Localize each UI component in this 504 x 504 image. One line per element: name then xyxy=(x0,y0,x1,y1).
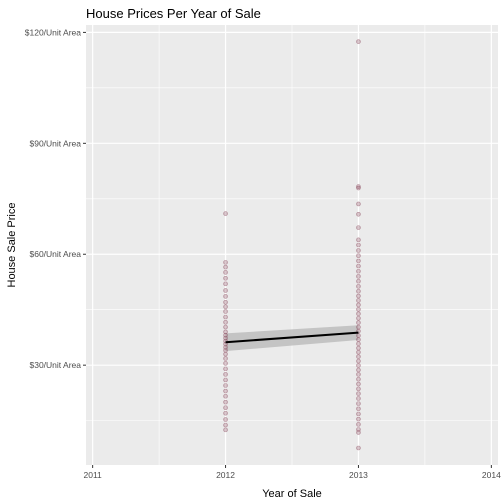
data-point xyxy=(224,423,228,427)
data-point xyxy=(356,382,360,386)
data-point xyxy=(356,359,360,363)
data-point xyxy=(356,289,360,293)
data-point xyxy=(356,312,360,316)
data-point xyxy=(356,334,360,338)
data-point xyxy=(356,372,360,376)
data-point xyxy=(356,422,360,426)
x-axis-title: Year of Sale xyxy=(262,488,322,500)
data-point xyxy=(356,338,360,342)
data-point xyxy=(224,428,228,432)
data-point xyxy=(356,264,360,268)
data-point xyxy=(224,212,228,216)
data-point xyxy=(356,226,360,230)
data-point xyxy=(356,407,360,411)
data-point xyxy=(224,320,228,324)
y-tick-label: $90/Unit Area xyxy=(29,138,81,148)
y-tick-label: $120/Unit Area xyxy=(25,27,82,37)
data-point xyxy=(356,417,360,421)
data-point xyxy=(356,279,360,283)
data-point xyxy=(356,321,360,325)
data-point xyxy=(356,346,360,350)
data-point xyxy=(224,367,228,371)
x-tick-label: 2014 xyxy=(482,470,501,480)
data-point xyxy=(356,186,360,190)
data-point xyxy=(356,249,360,253)
data-point xyxy=(224,372,228,376)
data-point xyxy=(356,392,360,396)
data-point xyxy=(224,394,228,398)
data-point xyxy=(224,406,228,410)
data-point xyxy=(356,212,360,216)
data-point xyxy=(224,325,228,329)
data-point xyxy=(356,387,360,391)
data-point xyxy=(224,265,228,269)
data-point xyxy=(224,411,228,415)
data-point xyxy=(224,361,228,365)
data-point xyxy=(356,377,360,381)
chart-title: House Prices Per Year of Sale xyxy=(86,6,261,21)
x-tick-label: 2013 xyxy=(349,470,368,480)
data-point xyxy=(356,202,360,206)
data-point xyxy=(356,259,360,263)
data-point xyxy=(356,316,360,320)
data-point xyxy=(356,274,360,278)
x-tick-label: 2012 xyxy=(216,470,235,480)
data-point xyxy=(224,282,228,286)
data-point xyxy=(224,352,228,356)
data-point xyxy=(356,355,360,359)
data-point xyxy=(356,368,360,372)
data-point xyxy=(224,288,228,292)
data-point xyxy=(224,276,228,280)
data-point xyxy=(356,342,360,346)
data-point xyxy=(356,243,360,247)
data-point xyxy=(356,412,360,416)
data-point xyxy=(224,418,228,422)
data-point xyxy=(356,396,360,400)
data-point xyxy=(224,315,228,319)
data-point xyxy=(224,305,228,309)
data-point xyxy=(356,269,360,273)
data-point xyxy=(356,307,360,311)
y-tick-label: $30/Unit Area xyxy=(29,360,81,370)
data-point xyxy=(356,284,360,288)
data-point xyxy=(356,298,360,302)
x-tick-label: 2011 xyxy=(84,470,103,480)
data-point xyxy=(224,260,228,264)
data-point xyxy=(224,389,228,393)
data-point xyxy=(224,294,228,298)
data-point xyxy=(224,310,228,314)
data-point xyxy=(224,300,228,304)
data-point xyxy=(356,350,360,354)
data-point xyxy=(356,430,360,434)
data-point xyxy=(356,40,360,44)
y-axis-title: House Sale Price xyxy=(6,203,18,288)
data-point xyxy=(224,384,228,388)
y-tick-label: $60/Unit Area xyxy=(29,249,81,259)
data-point xyxy=(356,303,360,307)
data-point xyxy=(224,270,228,274)
data-point xyxy=(356,325,360,329)
data-point xyxy=(356,294,360,298)
data-point xyxy=(224,400,228,404)
data-point xyxy=(356,238,360,242)
data-point xyxy=(356,446,360,450)
data-point xyxy=(356,364,360,368)
data-point xyxy=(224,357,228,361)
data-point xyxy=(356,402,360,406)
data-point xyxy=(224,378,228,382)
data-point xyxy=(356,254,360,258)
